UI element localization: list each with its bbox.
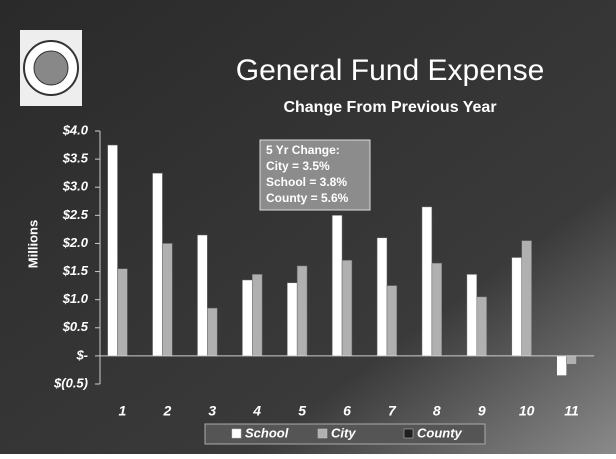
bar	[207, 307, 218, 357]
bar	[107, 144, 118, 357]
bar	[341, 260, 353, 357]
x-tick-label: 9	[478, 403, 486, 419]
bar	[421, 206, 433, 357]
y-tick-label: $4.0	[62, 122, 89, 137]
y-tick-label: $2.5	[62, 207, 89, 222]
bar	[162, 243, 173, 357]
x-tick-label: 3	[208, 403, 216, 419]
annotation-line: County = 5.6%	[266, 191, 349, 205]
x-tick-label: 1	[119, 403, 127, 419]
annotation-box	[259, 139, 371, 211]
chart-subtitle: Change From Previous Year	[283, 99, 496, 116]
y-axis-label: Millions	[25, 220, 40, 268]
y-tick-label: $3.5	[62, 151, 89, 166]
bar	[152, 172, 163, 357]
y-tick-label: $2.0	[62, 235, 89, 250]
y-tick-label: $0.5	[62, 319, 89, 334]
bar	[476, 296, 487, 357]
x-tick-label: 8	[433, 403, 441, 419]
x-tick-label: 6	[343, 403, 351, 419]
bar	[556, 355, 567, 376]
legend-label: School	[245, 425, 289, 440]
legend-label: County	[417, 425, 463, 440]
chart-title: General Fund Expense	[236, 54, 545, 87]
y-tick-label: $1.0	[62, 291, 89, 306]
x-tick-label: 7	[388, 403, 397, 419]
logo-center	[33, 50, 69, 86]
bar	[197, 234, 208, 357]
bar	[521, 240, 532, 357]
bar	[511, 257, 522, 357]
bar	[117, 268, 128, 357]
y-tick-label: $-	[75, 347, 88, 362]
x-tick-label: 11	[564, 403, 579, 419]
bar	[466, 274, 478, 357]
x-tick-label: 5	[298, 403, 306, 419]
bar	[376, 237, 388, 357]
legend-swatch	[317, 428, 328, 439]
bar	[242, 279, 253, 357]
x-tick-label: 4	[252, 403, 261, 419]
bar	[566, 355, 577, 365]
legend-swatch	[231, 428, 242, 439]
bar	[386, 285, 398, 357]
bar	[331, 215, 343, 357]
y-tick-label: $(0.5)	[53, 375, 88, 390]
annotation-line: School = 3.8%	[266, 175, 347, 189]
y-tick-label: $3.0	[62, 179, 89, 194]
annotation-line: 5 Yr Change:	[266, 143, 340, 157]
bar	[431, 262, 443, 357]
bar	[296, 265, 308, 357]
bar	[251, 274, 263, 357]
legend-label: City	[331, 425, 356, 440]
x-tick-label: 2	[162, 403, 171, 419]
x-tick-label: 10	[519, 403, 535, 419]
annotation-line: City = 3.5%	[266, 159, 330, 173]
bar	[287, 282, 298, 357]
y-tick-label: $1.5	[62, 263, 89, 278]
legend-swatch	[403, 428, 414, 439]
legend-box	[204, 423, 486, 445]
